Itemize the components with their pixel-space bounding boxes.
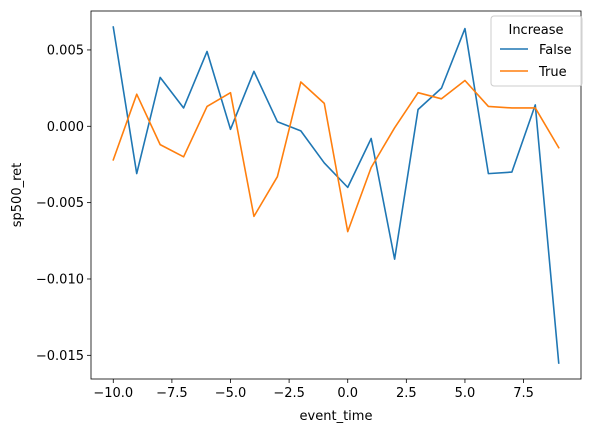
x-tick-label: −7.5 bbox=[156, 386, 188, 401]
series-line-true bbox=[112, 79, 560, 233]
x-tick-label: 0.0 bbox=[337, 386, 358, 401]
x-axis-label: event_time bbox=[300, 409, 373, 424]
y-tick-label: −0.010 bbox=[36, 272, 84, 287]
x-tick-label: 2.5 bbox=[396, 386, 417, 401]
y-axis-ticks: 0.005 0.000 −0.005 −0.010 −0.015 bbox=[36, 43, 91, 364]
y-axis-label: sp500_ret bbox=[10, 163, 25, 228]
legend-label-true: True bbox=[538, 65, 567, 80]
x-axis-ticks: −10.0 −7.5 −5.0 −2.5 0.0 2.5 5.0 7.5 bbox=[93, 379, 534, 401]
x-tick-label: 7.5 bbox=[513, 386, 534, 401]
plot-frame bbox=[90, 10, 582, 380]
y-tick-label: 0.005 bbox=[47, 43, 84, 58]
x-tick-label: −5.0 bbox=[215, 386, 247, 401]
legend-label-false: False bbox=[539, 43, 572, 58]
x-tick-label: −10.0 bbox=[93, 386, 133, 401]
y-tick-label: −0.005 bbox=[36, 196, 84, 211]
x-tick-label: 5.0 bbox=[455, 386, 476, 401]
series-line-false bbox=[112, 26, 560, 364]
y-tick-label: 0.000 bbox=[47, 120, 84, 135]
y-tick-label: −0.015 bbox=[36, 349, 84, 364]
x-tick-label: −2.5 bbox=[273, 386, 305, 401]
legend: Increase False True bbox=[490, 15, 583, 87]
legend-title: Increase bbox=[508, 23, 563, 38]
series-layer bbox=[112, 26, 560, 364]
legend-box bbox=[490, 15, 583, 87]
